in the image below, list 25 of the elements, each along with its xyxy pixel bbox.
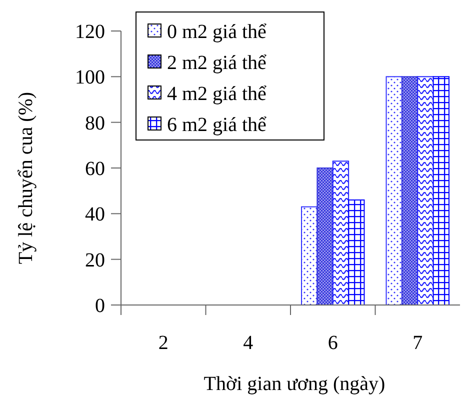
legend-label: 0 m2 giá thể [167,21,267,43]
x-axis-title: Thời gian ương (ngày) [204,373,386,395]
y-tick-label: 0 [95,295,105,317]
bar [386,76,402,306]
y-tick-label: 120 [75,21,105,43]
y-axis-title: Tỷ lệ chuyển cua (%) [15,92,37,264]
x-tick-label: 6 [328,332,338,354]
bar [348,199,365,306]
x-tick-label: 4 [243,332,254,354]
bar [401,76,418,306]
y-tick-label: 100 [75,66,105,89]
legend-label: 6 m2 giá thể [167,114,267,136]
x-tick-label: 2 [158,332,168,354]
y-tick-label: 20 [85,249,105,272]
bar [432,76,450,306]
bar [417,76,434,306]
bar [316,168,334,306]
x-tick-label: 7 [412,332,423,354]
legend-label: 4 m2 giá thể [167,83,267,105]
y-tick-label: 40 [85,204,105,226]
legend-label: 2 m2 giá thể [167,52,267,74]
bar [332,160,350,306]
y-tick-label: 60 [85,158,105,180]
bar [301,206,318,306]
y-tick-label: 80 [85,112,105,134]
